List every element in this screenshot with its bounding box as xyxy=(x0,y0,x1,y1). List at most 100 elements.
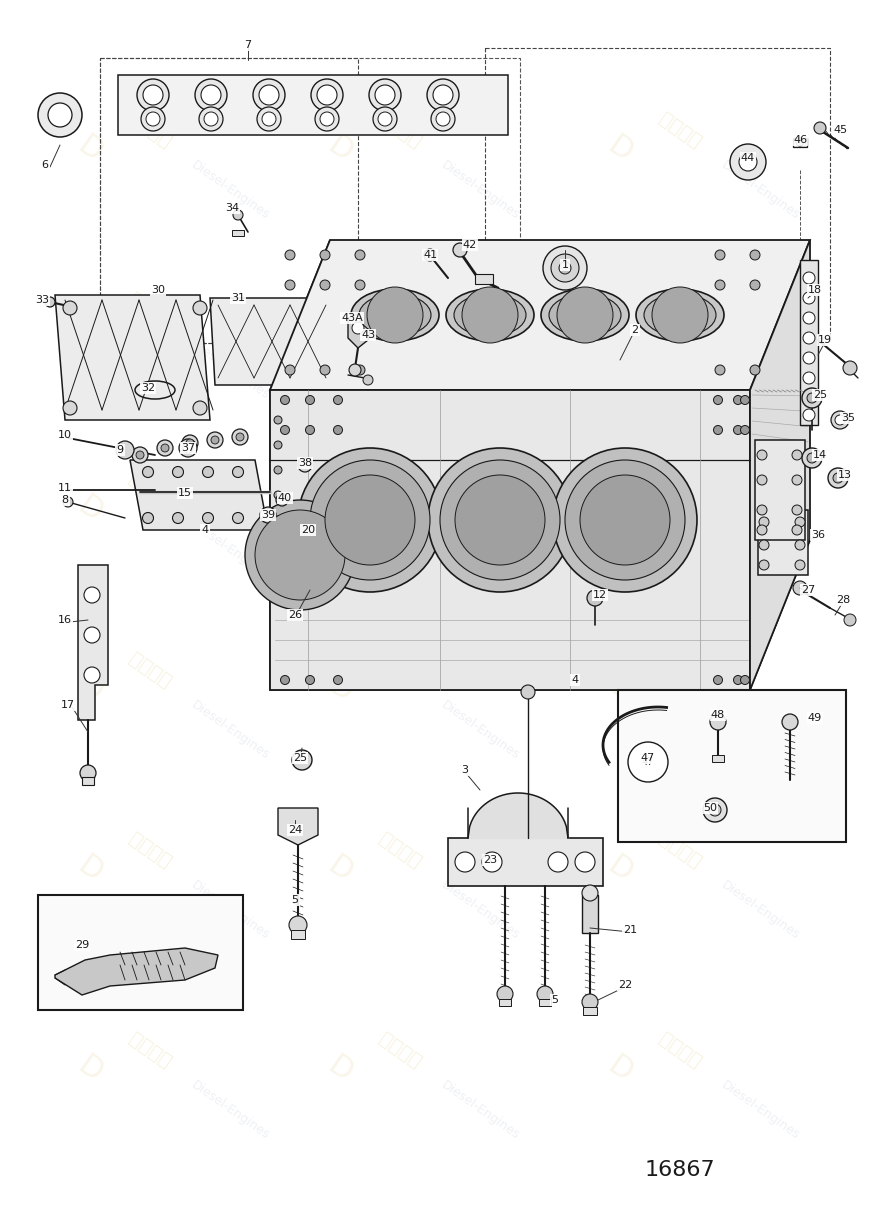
Text: 25: 25 xyxy=(813,390,827,400)
Circle shape xyxy=(814,122,826,134)
Circle shape xyxy=(807,453,817,463)
Circle shape xyxy=(173,467,183,477)
Circle shape xyxy=(828,468,848,488)
Circle shape xyxy=(302,519,314,531)
Circle shape xyxy=(45,296,55,307)
Circle shape xyxy=(453,243,467,258)
Circle shape xyxy=(245,501,355,610)
Polygon shape xyxy=(130,460,268,530)
Circle shape xyxy=(63,497,73,507)
Polygon shape xyxy=(55,948,218,995)
Bar xyxy=(263,539,273,546)
Bar xyxy=(755,440,805,539)
Text: 28: 28 xyxy=(836,595,850,605)
Circle shape xyxy=(173,513,183,524)
Text: 40: 40 xyxy=(278,493,292,503)
Circle shape xyxy=(757,450,767,460)
Text: 3: 3 xyxy=(462,765,468,775)
Circle shape xyxy=(373,107,397,131)
Text: 38: 38 xyxy=(298,458,312,468)
Circle shape xyxy=(349,364,361,375)
Circle shape xyxy=(320,279,330,290)
Text: D: D xyxy=(603,311,638,349)
Circle shape xyxy=(186,439,194,447)
Circle shape xyxy=(803,392,815,405)
Text: D: D xyxy=(603,491,638,529)
Text: Diesel-Engines: Diesel-Engines xyxy=(718,518,802,582)
Circle shape xyxy=(428,448,572,592)
Circle shape xyxy=(715,364,725,375)
Text: 36: 36 xyxy=(811,530,825,539)
Circle shape xyxy=(63,401,77,416)
Text: D: D xyxy=(322,672,358,708)
Circle shape xyxy=(833,473,843,484)
Text: 37: 37 xyxy=(181,443,195,453)
Circle shape xyxy=(262,112,276,126)
Ellipse shape xyxy=(351,289,439,341)
Text: Diesel-Engines: Diesel-Engines xyxy=(718,338,802,402)
Circle shape xyxy=(179,439,197,457)
Text: 17: 17 xyxy=(61,700,75,710)
Circle shape xyxy=(203,467,214,477)
Text: Diesel-Engines: Diesel-Engines xyxy=(439,878,522,942)
Circle shape xyxy=(334,396,343,405)
Bar xyxy=(100,58,520,343)
Ellipse shape xyxy=(636,289,724,341)
Circle shape xyxy=(803,332,815,344)
Text: 22: 22 xyxy=(618,981,632,990)
Circle shape xyxy=(80,765,96,781)
Text: 25: 25 xyxy=(293,753,307,763)
Circle shape xyxy=(116,441,134,459)
Circle shape xyxy=(182,435,198,451)
Text: 47: 47 xyxy=(641,753,655,763)
Text: D: D xyxy=(72,491,108,529)
Circle shape xyxy=(142,513,153,524)
Bar xyxy=(712,755,724,762)
Circle shape xyxy=(709,804,721,816)
Circle shape xyxy=(795,518,805,527)
Circle shape xyxy=(431,107,455,131)
Circle shape xyxy=(537,987,553,1002)
Circle shape xyxy=(551,254,579,282)
Text: 11: 11 xyxy=(58,484,72,493)
Bar xyxy=(448,838,603,886)
Circle shape xyxy=(274,441,282,450)
Circle shape xyxy=(355,279,365,290)
Circle shape xyxy=(204,112,218,126)
Text: 柴发动力: 柴发动力 xyxy=(655,469,705,512)
Circle shape xyxy=(730,145,766,180)
Text: Diesel-Engines: Diesel-Engines xyxy=(189,699,271,762)
Bar xyxy=(499,999,511,1006)
Text: 41: 41 xyxy=(423,250,437,260)
Circle shape xyxy=(802,388,822,408)
Circle shape xyxy=(565,460,685,580)
Circle shape xyxy=(652,287,708,343)
Circle shape xyxy=(233,210,243,220)
Circle shape xyxy=(320,364,330,375)
Circle shape xyxy=(317,85,337,104)
Text: 柴发动力: 柴发动力 xyxy=(376,469,425,512)
Circle shape xyxy=(253,79,285,111)
Circle shape xyxy=(733,396,742,405)
Circle shape xyxy=(733,425,742,435)
Text: 15: 15 xyxy=(178,488,192,498)
Circle shape xyxy=(355,364,365,375)
Circle shape xyxy=(211,436,219,443)
Circle shape xyxy=(553,448,697,592)
Text: 柴发动力: 柴发动力 xyxy=(655,829,705,871)
Circle shape xyxy=(433,85,453,104)
Circle shape xyxy=(792,475,802,485)
Circle shape xyxy=(84,627,100,643)
Text: 13: 13 xyxy=(838,470,852,480)
Text: Diesel-Engines: Diesel-Engines xyxy=(439,699,522,762)
Ellipse shape xyxy=(541,289,629,341)
Text: 16867: 16867 xyxy=(644,1160,716,1180)
Circle shape xyxy=(750,250,760,260)
Circle shape xyxy=(193,401,207,416)
Bar xyxy=(618,690,846,842)
Text: 43: 43 xyxy=(361,330,375,340)
Circle shape xyxy=(141,107,165,131)
Circle shape xyxy=(750,364,760,375)
Circle shape xyxy=(714,425,723,435)
Circle shape xyxy=(132,447,148,463)
